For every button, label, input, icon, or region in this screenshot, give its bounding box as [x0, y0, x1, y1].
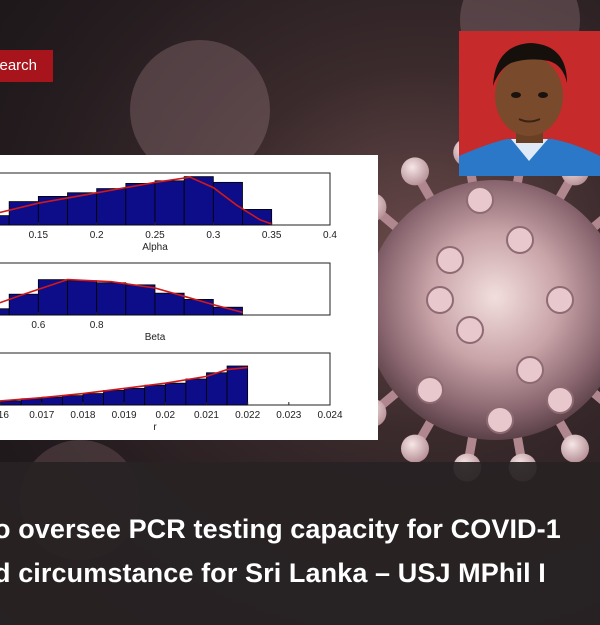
virus-spike-head: [401, 157, 429, 186]
virus-surface-bump: [546, 386, 574, 414]
virus-surface-bump: [416, 376, 444, 404]
histogram-bar: [96, 282, 127, 316]
histogram-bar: [183, 298, 214, 316]
x-axis-label: r: [153, 422, 157, 433]
virus-surface-bump: [516, 356, 544, 384]
histogram-bar: [164, 382, 187, 406]
tick-label: 0.4: [323, 230, 337, 241]
headline-overlay[interactable]: o oversee PCR testing capacity for COVID…: [0, 462, 600, 625]
histogram-bar: [125, 284, 156, 316]
tick-label: 016: [0, 410, 9, 421]
histogram-bar: [144, 384, 166, 406]
virus-surface-bump: [506, 226, 534, 254]
virus-surface-bump: [466, 186, 494, 214]
density-curve: [0, 278, 243, 314]
category-badge[interactable]: search: [0, 50, 54, 82]
tick-label: 0.6: [31, 320, 45, 331]
histogram-bar: [82, 393, 104, 406]
tick-label: 0.3: [206, 230, 220, 241]
tick-label: 0.021: [194, 410, 219, 421]
histogram-bar: [41, 396, 63, 406]
histogram-bar: [183, 176, 214, 226]
histogram-bar: [96, 188, 127, 226]
tick-label: 0.019: [112, 410, 137, 421]
tick-label: 0.022: [235, 410, 260, 421]
tick-label: 0.25: [145, 230, 165, 241]
virus-spike-head: [401, 434, 429, 463]
virus-surface: [416, 186, 574, 434]
tick-label: 0.018: [70, 410, 95, 421]
virus-surface-bump: [456, 316, 484, 344]
portrait-icon: [459, 31, 600, 176]
category-badge-label: search: [0, 57, 38, 74]
histogram-bar: [125, 182, 156, 226]
tick-label: 0.8: [90, 320, 104, 331]
headline-line-2: d circumstance for Sri Lanka – USJ MPhil…: [0, 558, 546, 588]
histogram-bar: [226, 365, 249, 406]
headline-line-1: o oversee PCR testing capacity for COVID…: [0, 514, 561, 544]
virus-surface-bump: [436, 246, 464, 274]
x-axis-label: Beta: [145, 332, 166, 343]
x-axis-label: Alpha: [142, 242, 168, 253]
tick-label: 0.15: [29, 230, 49, 241]
density-curve: [0, 176, 272, 225]
histogram-figure: 0.150.20.250.30.350.4Alpha0.60.811.21.41…: [0, 155, 378, 440]
virus-surface-bump: [546, 286, 574, 314]
histogram-bar: [212, 306, 243, 316]
histogram-bar: [67, 192, 98, 226]
histogram-bar: [0, 308, 10, 316]
histogram-bar: [0, 215, 10, 226]
histogram-bar: [103, 390, 125, 406]
histogram-bar: [154, 292, 185, 316]
virus-surface-bump: [426, 286, 454, 314]
histogram-bar: [206, 372, 228, 406]
virus-surface-bump: [486, 406, 514, 434]
tick-label: 0.02: [156, 410, 176, 421]
histogram-charts: 0.150.20.250.30.350.4Alpha0.60.811.21.41…: [0, 172, 343, 433]
density-curve: [0, 366, 248, 402]
histogram-bar: [37, 279, 68, 316]
histogram-bar: [8, 201, 39, 226]
author-photo: [459, 31, 600, 176]
histogram-bar: [212, 181, 243, 226]
histogram-bar: [0, 400, 22, 406]
histogram-bar: [67, 280, 98, 316]
tick-label: 0.017: [29, 410, 54, 421]
tick-label: 0.2: [90, 230, 104, 241]
tick-label: 0.023: [276, 410, 301, 421]
histogram-bar: [154, 180, 185, 226]
virus-spike-head: [561, 434, 589, 463]
histogram-bar: [185, 378, 207, 406]
tick-label: 0.024: [317, 410, 342, 421]
tick-label: 0.35: [262, 230, 282, 241]
histogram-bar: [61, 395, 84, 406]
histogram-bar: [123, 387, 146, 406]
